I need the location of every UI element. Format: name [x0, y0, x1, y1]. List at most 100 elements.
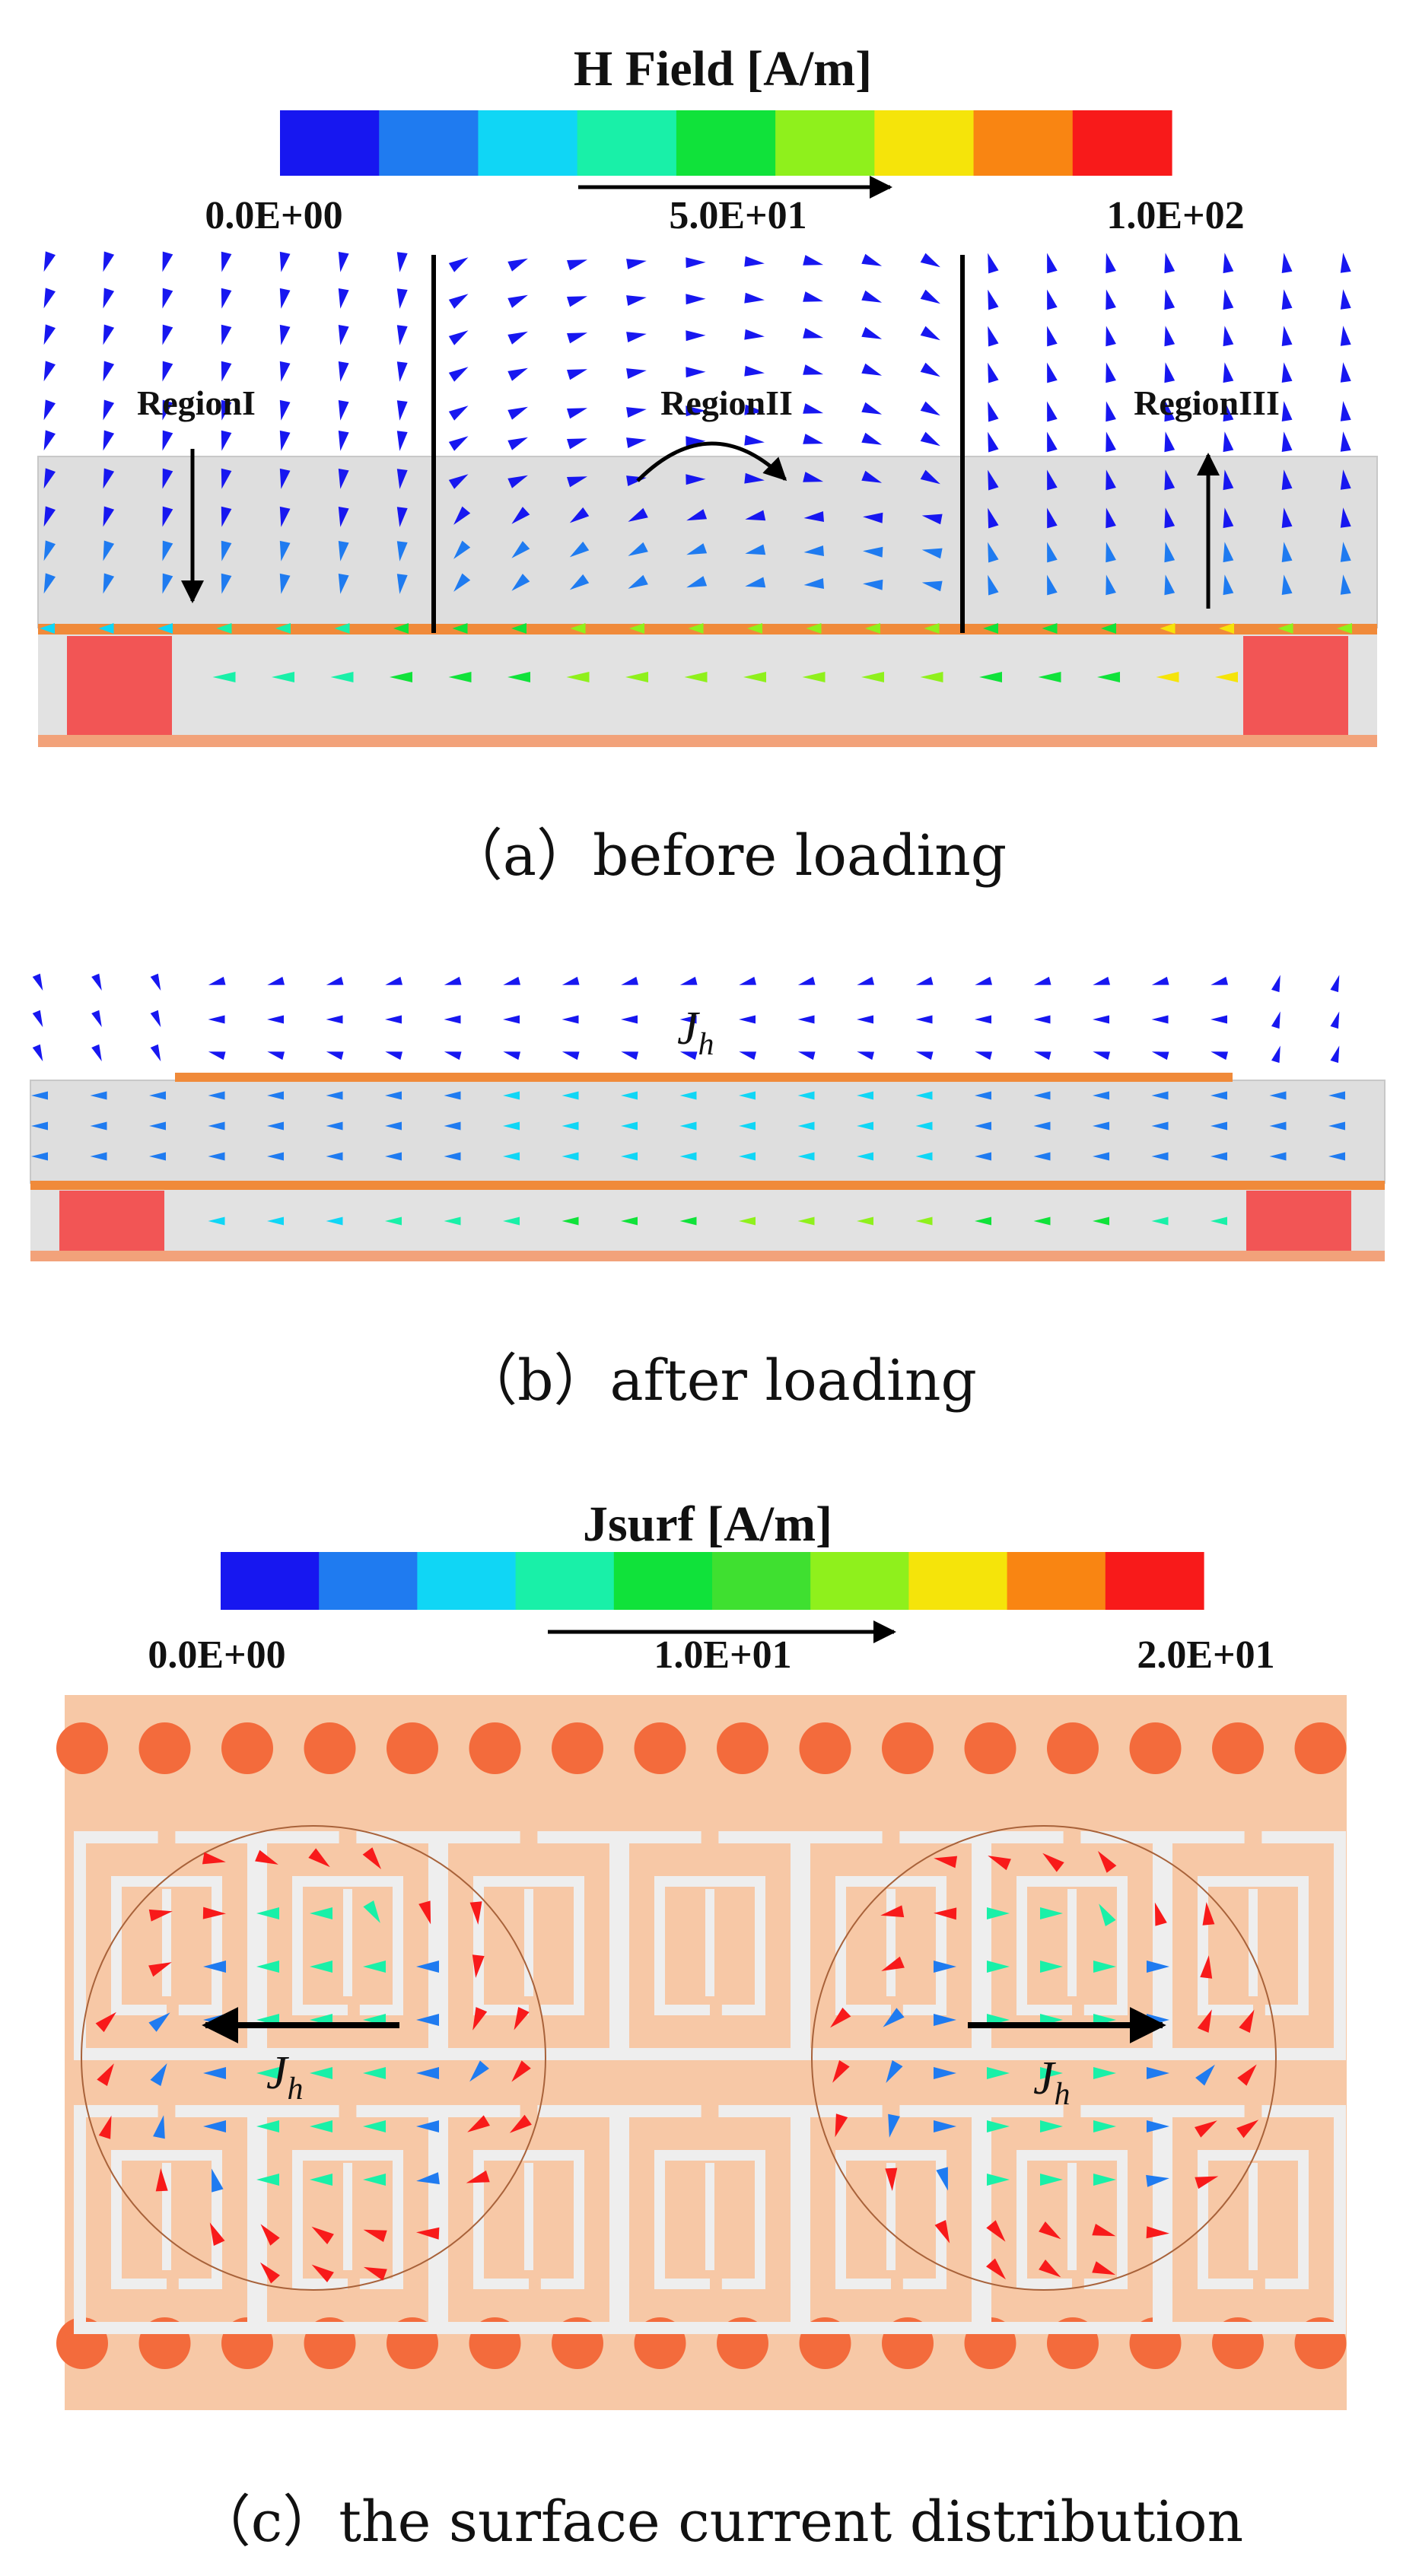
current-arrow: [934, 2067, 956, 2079]
field-arrow: [988, 507, 999, 529]
field-arrow: [212, 672, 236, 682]
current-arrow: [363, 2229, 387, 2242]
field-arrow: [334, 623, 350, 634]
current-loop-right: [811, 1825, 1277, 2291]
colorbar-a-swatch: [775, 110, 875, 176]
field-arrow: [448, 367, 469, 382]
field-arrow: [915, 1051, 934, 1061]
field-arrow: [1211, 1051, 1228, 1061]
field-arrow: [679, 1121, 697, 1131]
field-arrow: [921, 548, 943, 559]
field-arrow: [90, 1152, 107, 1161]
field-arrow: [1223, 469, 1234, 491]
field-arrow: [1033, 1015, 1051, 1024]
current-arrow: [1098, 1851, 1117, 1873]
field-arrow: [43, 251, 56, 272]
field-arrow: [279, 468, 291, 489]
current-arrow: [883, 2008, 905, 2027]
field-arrow: [396, 431, 408, 451]
field-arrow: [1106, 253, 1116, 274]
srr-cell: [255, 2105, 441, 2334]
field-arrow: [32, 973, 43, 991]
field-arrow: [621, 1015, 638, 1024]
field-arrow: [275, 623, 291, 634]
current-arrow: [986, 2258, 1006, 2280]
field-arrow: [979, 672, 1002, 682]
field-arrow: [1340, 362, 1351, 383]
field-arrow: [567, 296, 587, 307]
current-arrow: [1195, 2176, 1219, 2190]
current-arrow: [830, 2007, 851, 2028]
current-arrow: [310, 2067, 332, 2079]
srr-cell: [74, 2105, 259, 2334]
field-arrow: [507, 258, 528, 272]
field-arrow: [562, 1152, 579, 1161]
field-arrow: [221, 324, 232, 345]
current-arrow: [256, 1907, 279, 1919]
srr-outer-ring: [798, 1831, 984, 2060]
field-arrow: [915, 1015, 933, 1024]
field-arrow: [279, 251, 291, 272]
field-arrow: [567, 332, 587, 344]
current-arrow: [987, 1961, 1010, 1973]
field-arrow: [1340, 542, 1351, 562]
field-arrow: [562, 976, 580, 985]
field-arrow: [98, 623, 114, 634]
srr-inner-ring: [292, 2150, 403, 2289]
field-arrow: [920, 362, 940, 377]
via-hole: [882, 1722, 934, 1774]
field-arrow: [511, 623, 527, 634]
colorbar-c-tick-min: 0.0E+00: [148, 1633, 285, 1677]
current-arrow: [934, 2120, 956, 2132]
field-arrow: [567, 369, 587, 380]
field-arrow: [1219, 623, 1234, 634]
field-arrow: [43, 506, 56, 527]
current-arrow: [256, 2067, 279, 2079]
field-arrow: [1211, 976, 1228, 985]
colorbar-a-tick-mid: 5.0E+01: [669, 194, 806, 237]
field-arrow: [396, 574, 408, 594]
current-arrow: [880, 1905, 905, 1918]
region-2-curved-arrow: [636, 441, 787, 482]
field-arrow: [448, 294, 469, 309]
via-hole: [56, 1722, 108, 1774]
field-arrow: [626, 332, 647, 342]
field-arrow: [503, 1091, 520, 1100]
field-arrow: [1340, 574, 1351, 595]
field-arrow: [1271, 1011, 1281, 1029]
srr-inner-ring: [1016, 2150, 1128, 2289]
field-arrow: [1106, 574, 1116, 596]
split-ring-resonators: [74, 1831, 1346, 2334]
field-arrow: [1340, 431, 1351, 452]
field-arrow: [562, 1051, 580, 1061]
current-arrow: [885, 2167, 898, 2191]
field-arrow: [103, 324, 115, 345]
field-arrow: [162, 399, 173, 421]
caption-c: （c）the surface current distribution: [195, 2489, 1243, 2555]
via-hole: [1294, 1722, 1347, 1774]
region-3-label: RegionIII: [1134, 383, 1280, 422]
air-region-a: [38, 243, 1377, 456]
srr-outer-ring: [436, 1831, 622, 2060]
ground-plane-b: [30, 1251, 1385, 1261]
field-arrow: [744, 434, 765, 446]
field-arrow: [279, 361, 291, 382]
field-arrow: [1151, 1015, 1169, 1024]
field-arrow: [507, 406, 528, 420]
field-arrow: [745, 577, 766, 588]
field-arrow: [975, 1091, 991, 1100]
field-arrow: [857, 1216, 873, 1226]
field-arrow: [1281, 253, 1293, 273]
field-arrow: [32, 1044, 43, 1062]
field-arrow: [1033, 1051, 1051, 1061]
colorbar-a-title: H Field [A/m]: [574, 41, 872, 97]
field-arrow: [865, 623, 880, 634]
current-arrow: [418, 1900, 431, 1925]
field-arrow: [503, 976, 520, 985]
field-arrow: [338, 288, 349, 309]
colorbar-c-swatch: [1007, 1552, 1106, 1610]
field-arrow: [103, 251, 115, 272]
field-arrow: [1281, 401, 1293, 421]
current-arrow: [1195, 2064, 1215, 2086]
colorbar-c-swatch: [712, 1552, 811, 1610]
